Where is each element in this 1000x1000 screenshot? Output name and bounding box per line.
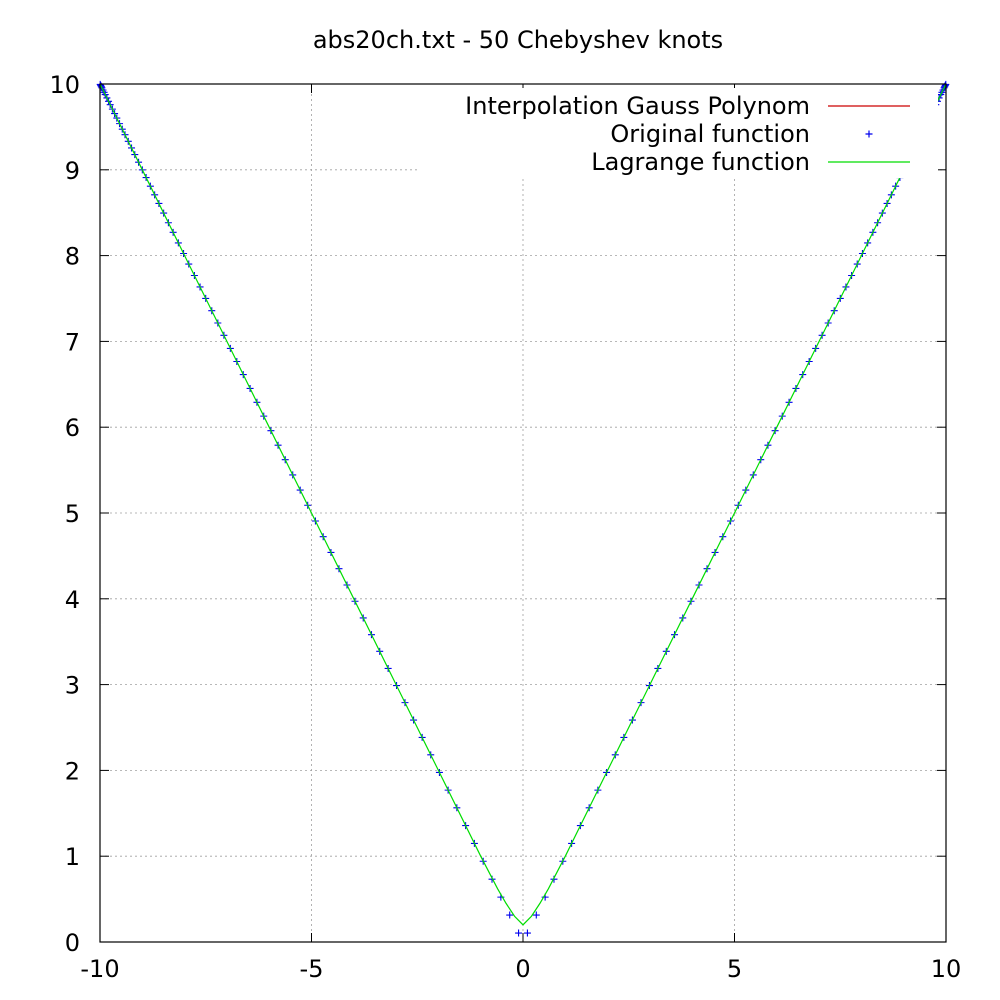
y-tick-label: 2 [65,757,80,785]
y-tick-label: 3 [65,672,80,700]
data-point-marker [523,929,531,937]
data-point-marker [532,911,540,919]
x-tick-label: -5 [300,955,324,983]
y-tick-label: 7 [65,328,80,356]
data-point-marker [506,911,514,919]
legend-background [420,88,938,178]
y-tick-label: 5 [65,500,80,528]
y-tick-label: 1 [65,843,80,871]
legend-label: Original function [610,120,810,148]
legend-label: Lagrange function [591,148,810,176]
legend-swatch-marker [865,130,873,138]
legend-label: Interpolation Gauss Polynom [465,92,810,120]
y-tick-label: 0 [65,929,80,957]
data-point-marker [515,929,523,937]
y-tick-label: 10 [49,71,80,99]
chart-title: abs20ch.txt - 50 Chebyshev knots [313,26,723,54]
y-tick-label: 6 [65,414,80,442]
x-tick-label: 0 [515,955,530,983]
x-tick-label: 5 [727,955,742,983]
x-tick-label: 10 [931,955,962,983]
grid [100,84,946,942]
y-tick-label: 8 [65,243,80,271]
y-tick-label: 4 [65,586,80,614]
axis-ticks: -10 -5 0 5 10 0 1 2 3 4 5 6 7 8 9 10 [49,71,961,983]
y-tick-label: 9 [65,157,80,185]
x-tick-label: -10 [80,955,119,983]
series-line [99,83,947,926]
